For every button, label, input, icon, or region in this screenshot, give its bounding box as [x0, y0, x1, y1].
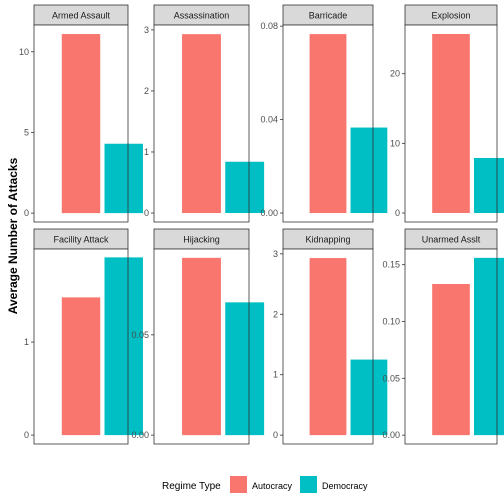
bar-democracy — [350, 127, 388, 214]
facet-title: Assassination — [174, 11, 230, 21]
facet-title: Kidnapping — [305, 235, 350, 245]
y-tick-label: 0.05 — [382, 373, 400, 383]
y-tick-label: 0.00 — [131, 430, 149, 440]
y-tick-label: 0.00 — [382, 430, 400, 440]
y-tick-label: 0 — [24, 430, 29, 440]
bar-autocracy — [309, 258, 347, 436]
bar-autocracy — [182, 34, 221, 214]
bar-democracy — [104, 143, 143, 214]
y-tick-label: 10 — [390, 138, 400, 148]
bar-democracy — [350, 359, 388, 436]
facet-title: Unarmed Asslt — [422, 235, 481, 245]
facet-title: Hijacking — [183, 235, 220, 245]
y-tick-label: 0.05 — [131, 330, 149, 340]
y-tick-label: 0 — [395, 208, 400, 218]
legend-key-democracy — [300, 476, 317, 493]
facet-panels: Armed Assault0510Assassination0123Barric… — [19, 4, 504, 445]
facet-title: Explosion — [431, 11, 470, 21]
panel-border — [33, 248, 129, 445]
panel-8: Unarmed Asslt 0.00 0.05 0.10 0.15 — [382, 228, 504, 445]
facet-title: Facility Attack — [53, 235, 109, 245]
y-tick-label: 0.04 — [260, 115, 278, 125]
panel-border — [404, 24, 498, 223]
y-tick-label: 5 — [24, 127, 29, 137]
y-tick-label: 2 — [273, 309, 278, 319]
y-tick-label: 0.00 — [260, 208, 278, 218]
legend-title: Regime Type — [162, 481, 221, 492]
y-tick-label: 1 — [273, 370, 278, 380]
panel-border — [282, 248, 374, 445]
panel-1: Armed Assault 0 5 10 — [19, 4, 143, 223]
bar-democracy — [104, 257, 143, 436]
y-tick-label: 2 — [144, 86, 149, 96]
bar-autocracy — [182, 257, 221, 436]
bar-autocracy — [309, 34, 347, 214]
y-tick-label: 20 — [390, 69, 400, 79]
panel-border — [153, 248, 250, 445]
legend: Regime Type Autocracy Democracy — [162, 476, 368, 493]
panel-5: Facility Attack 0 1 — [24, 228, 143, 445]
panel-4: Explosion 0 10 20 — [390, 4, 504, 223]
y-tick-label: 1 — [144, 147, 149, 157]
y-tick-label: 0.08 — [260, 21, 278, 31]
bar-autocracy — [432, 284, 470, 436]
panel-2: Assassination 0 1 2 3 — [144, 4, 265, 223]
facet-title: Barricade — [309, 11, 348, 21]
bar-autocracy — [432, 33, 470, 214]
y-tick-label: 3 — [144, 25, 149, 35]
y-tick-label: 0.10 — [382, 317, 400, 327]
bar-democracy — [474, 157, 504, 214]
panel-border — [404, 248, 498, 445]
y-tick-label: 0 — [144, 208, 149, 218]
panel-border — [282, 24, 374, 223]
legend-key-autocracy — [230, 476, 247, 493]
panel-border — [33, 24, 129, 223]
y-tick-label: 0.15 — [382, 260, 400, 270]
y-tick-label: 10 — [19, 47, 29, 57]
bar-democracy — [225, 161, 265, 214]
y-axis-label: Average Number of Attacks — [6, 157, 20, 314]
bar-autocracy — [61, 297, 101, 436]
y-tick-label: 1 — [24, 337, 29, 347]
panel-border — [153, 24, 250, 223]
y-tick-label: 3 — [273, 249, 278, 259]
panel-7: Kidnapping 0 1 2 3 — [273, 228, 388, 445]
facet-title: Armed Assault — [52, 11, 111, 21]
legend-label-autocracy: Autocracy — [252, 481, 293, 491]
y-tick-label: 0 — [24, 208, 29, 218]
panel-3: Barricade 0.00 0.04 0.08 — [260, 4, 388, 223]
bar-democracy — [474, 257, 504, 436]
legend-label-democracy: Democracy — [322, 481, 368, 491]
y-tick-label: 0 — [273, 430, 278, 440]
bar-autocracy — [61, 34, 101, 214]
bar-democracy — [225, 302, 265, 436]
panel-6: Hijacking 0.00 0.05 — [131, 228, 265, 445]
